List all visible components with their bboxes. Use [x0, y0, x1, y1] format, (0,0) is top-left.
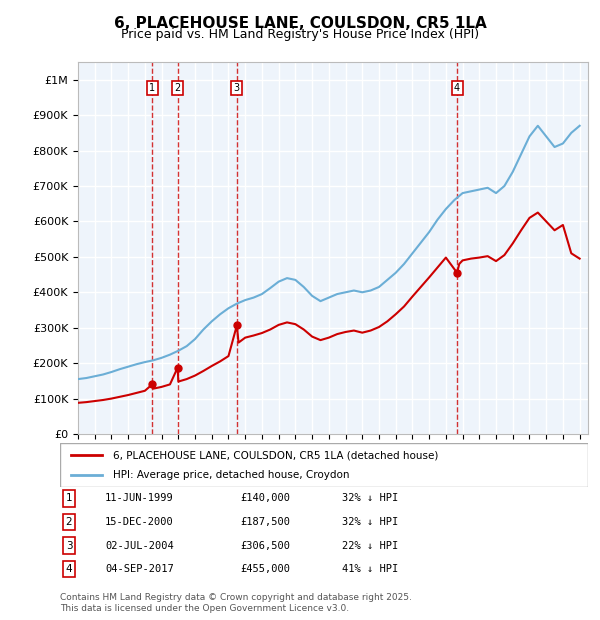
Text: £140,000: £140,000: [240, 494, 290, 503]
Text: 2: 2: [65, 517, 73, 527]
Text: 15-DEC-2000: 15-DEC-2000: [105, 517, 174, 527]
Text: 22% ↓ HPI: 22% ↓ HPI: [342, 541, 398, 551]
Text: 32% ↓ HPI: 32% ↓ HPI: [342, 494, 398, 503]
Text: 2: 2: [175, 83, 181, 93]
Text: 41% ↓ HPI: 41% ↓ HPI: [342, 564, 398, 574]
Text: 3: 3: [65, 541, 73, 551]
Text: 3: 3: [234, 83, 240, 93]
Text: £455,000: £455,000: [240, 564, 290, 574]
Text: 4: 4: [454, 83, 460, 93]
Text: Contains HM Land Registry data © Crown copyright and database right 2025.
This d: Contains HM Land Registry data © Crown c…: [60, 593, 412, 613]
Text: 1: 1: [65, 494, 73, 503]
Text: 04-SEP-2017: 04-SEP-2017: [105, 564, 174, 574]
Text: 4: 4: [65, 564, 73, 574]
Text: 6, PLACEHOUSE LANE, COULSDON, CR5 1LA (detached house): 6, PLACEHOUSE LANE, COULSDON, CR5 1LA (d…: [113, 451, 438, 461]
FancyBboxPatch shape: [60, 443, 588, 487]
Text: 6, PLACEHOUSE LANE, COULSDON, CR5 1LA: 6, PLACEHOUSE LANE, COULSDON, CR5 1LA: [113, 16, 487, 30]
Text: HPI: Average price, detached house, Croydon: HPI: Average price, detached house, Croy…: [113, 469, 349, 479]
Text: 32% ↓ HPI: 32% ↓ HPI: [342, 517, 398, 527]
Text: £187,500: £187,500: [240, 517, 290, 527]
Text: £306,500: £306,500: [240, 541, 290, 551]
Text: 02-JUL-2004: 02-JUL-2004: [105, 541, 174, 551]
Text: 1: 1: [149, 83, 155, 93]
Text: 11-JUN-1999: 11-JUN-1999: [105, 494, 174, 503]
Text: Price paid vs. HM Land Registry's House Price Index (HPI): Price paid vs. HM Land Registry's House …: [121, 28, 479, 41]
